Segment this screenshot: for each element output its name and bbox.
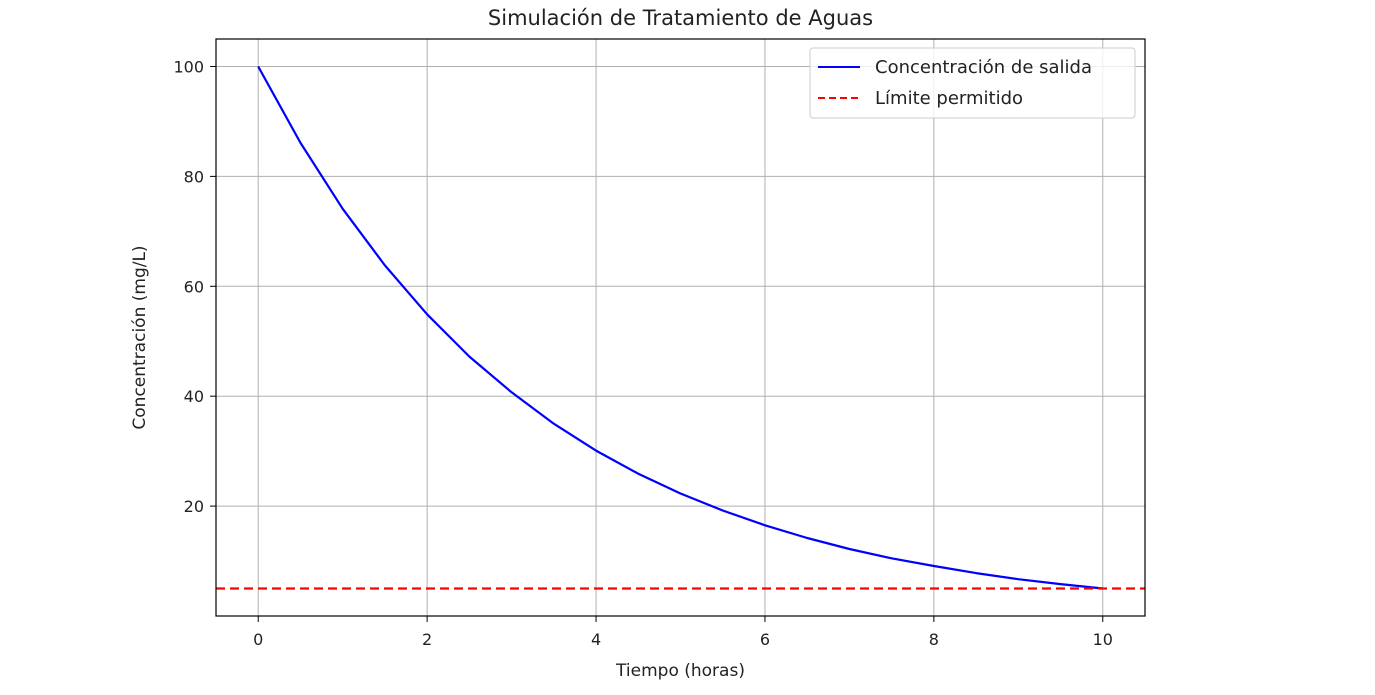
x-tick-label: 2 [422, 630, 432, 649]
legend-label-output-concentration: Concentración de salida [875, 57, 1092, 78]
x-axis-title: Tiempo (horas) [615, 661, 745, 681]
x-tick-label: 6 [760, 630, 770, 649]
y-tick-label: 20 [184, 497, 204, 516]
x-tick-label: 4 [591, 630, 601, 649]
plot-frame [215, 38, 1146, 617]
y-tick-label: 40 [184, 387, 204, 406]
legend: Concentración de salida Límite permitido [809, 47, 1136, 119]
y-axis-title: Concentración (mg/L) [130, 245, 150, 429]
series-line-output-concentration [257, 65, 1103, 590]
y-tick-label: 60 [184, 277, 204, 296]
x-tick-label: 10 [1093, 630, 1113, 649]
y-tick-label: 80 [184, 167, 204, 186]
x-tick-label: 8 [929, 630, 939, 649]
series-layer [216, 65, 1145, 590]
grid-layer [216, 39, 1145, 616]
x-tick-label: 0 [253, 630, 263, 649]
tick-layer: 0 2 4 6 8 10 20 40 60 80 100 [173, 57, 1112, 649]
legend-label-allowed-limit: Límite permitido [875, 88, 1023, 109]
chart-title: Simulación de Tratamiento de Aguas [488, 6, 873, 30]
y-tick-label: 100 [173, 57, 204, 76]
legend-box [809, 47, 1136, 119]
